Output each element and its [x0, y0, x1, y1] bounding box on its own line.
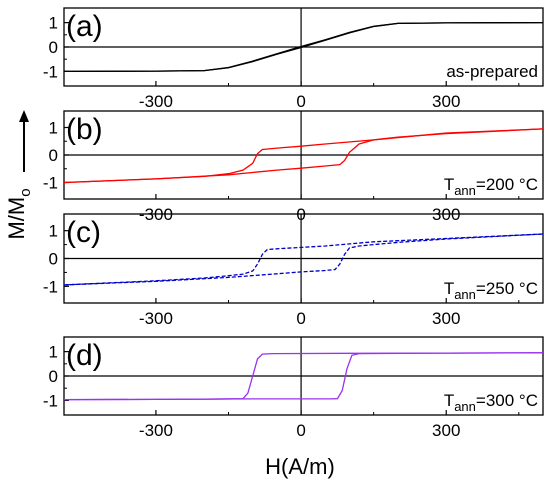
- annotation-suffix: =250 °C: [476, 279, 538, 298]
- panel-label: (a): [66, 10, 103, 43]
- series-group: [64, 128, 543, 184]
- annotation-main: as-prepared: [446, 62, 538, 81]
- series-branch-1: [64, 21, 543, 73]
- x-tick-label: 300: [432, 421, 460, 440]
- y-axis-title-sub: o: [17, 188, 34, 196]
- series-branch-0: [64, 233, 543, 286]
- annotation-sub: ann: [454, 399, 476, 414]
- x-tick-label: 300: [432, 92, 460, 111]
- series-group: [64, 21, 543, 73]
- panel-annotation: Tann=200 °C: [444, 175, 538, 198]
- series-branch-0: [64, 128, 543, 184]
- y-tick-label: 0: [49, 250, 58, 269]
- annotation-suffix: =200 °C: [476, 175, 538, 194]
- y-tick-label: -1: [43, 174, 58, 193]
- series-group: [64, 233, 543, 286]
- x-tick-label: -300: [139, 421, 173, 440]
- annotation-main: T: [444, 279, 454, 298]
- annotation-main: T: [444, 175, 454, 194]
- panel-label: (c): [66, 216, 101, 249]
- y-axis-title-main: M/M: [4, 197, 29, 240]
- x-tick-label: 0: [296, 421, 305, 440]
- x-tick-label: -300: [139, 309, 173, 328]
- y-axis-title-group: M/Mo: [4, 110, 34, 240]
- y-axis-title: M/Mo: [4, 188, 34, 239]
- panel-annotation: as-prepared: [446, 62, 538, 81]
- y-tick-label: -1: [43, 62, 58, 81]
- y-tick-label: 0: [49, 38, 58, 57]
- y-tick-label: 1: [49, 14, 58, 33]
- panel-2: -1 0 1 -300 0 300 (c) Tann=250 °C: [43, 213, 544, 328]
- x-tick-label: -300: [139, 92, 173, 111]
- series-branch-1: [64, 352, 543, 401]
- panels-group: -1 0 1 -300 0 300 (a) as-prepared -1 0 1 -300 0 300 (b…: [43, 7, 544, 440]
- series-branch-1: [64, 128, 543, 184]
- y-tick-label: 0: [49, 367, 58, 386]
- x-tick-label: 0: [296, 92, 305, 111]
- panel-annotation: Tann=250 °C: [444, 279, 538, 302]
- series-branch-1: [64, 233, 543, 286]
- annotation-sub: ann: [454, 183, 476, 198]
- y-tick-label: 1: [49, 343, 58, 362]
- annotation-main: T: [444, 391, 454, 410]
- y-axis-arrow-head: [19, 110, 29, 122]
- y-tick-label: 1: [49, 119, 58, 138]
- panel-label: (d): [66, 339, 103, 372]
- y-tick-label: 1: [49, 222, 58, 241]
- y-tick-label: 0: [49, 146, 58, 165]
- panel-label: (b): [66, 113, 103, 146]
- x-tick-label: 0: [296, 309, 305, 328]
- series-group: [64, 352, 543, 401]
- panel-3: -1 0 1 -300 0 300 (d) Tann=300 °C: [43, 336, 544, 440]
- x-tick-label: 300: [432, 309, 460, 328]
- annotation-sub: ann: [454, 287, 476, 302]
- y-tick-label: -1: [43, 277, 58, 296]
- y-tick-label: -1: [43, 391, 58, 410]
- annotation-suffix: =300 °C: [476, 391, 538, 410]
- panel-0: -1 0 1 -300 0 300 (a) as-prepared: [43, 7, 544, 111]
- x-axis-title: H(A/m): [265, 454, 335, 479]
- panel-annotation: Tann=300 °C: [444, 391, 538, 414]
